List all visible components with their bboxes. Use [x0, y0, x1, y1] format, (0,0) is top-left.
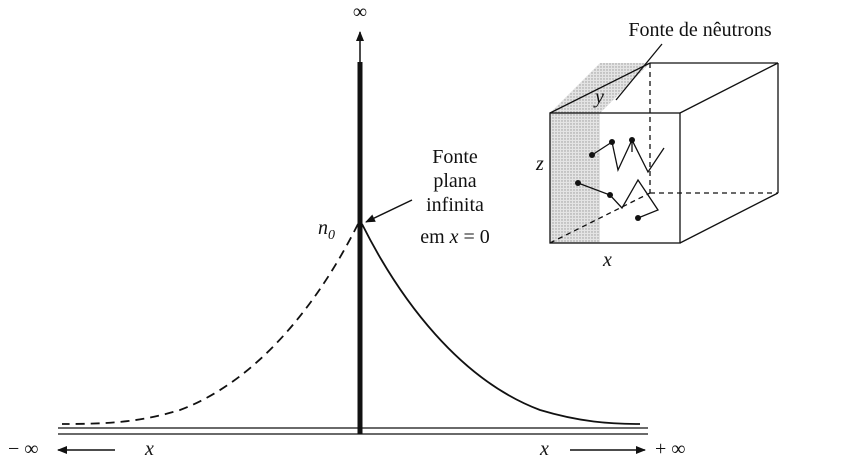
- inset-box: [549, 62, 779, 244]
- flux-curve: [361, 223, 641, 425]
- flux-curve-mirror: [61, 223, 359, 425]
- source-label: em x = 0: [420, 226, 490, 248]
- inset-leader: [615, 43, 663, 101]
- top-infinity: ∞: [353, 1, 367, 23]
- left-x: x: [144, 438, 154, 460]
- source-label: Fonte: [432, 146, 478, 168]
- source-label: plana: [433, 170, 476, 192]
- inset-y: y: [593, 86, 604, 108]
- right-infinity: + ∞: [655, 438, 686, 460]
- peak-label: n0: [318, 217, 335, 243]
- right-x: x: [539, 438, 549, 460]
- left-infinity: − ∞: [8, 438, 39, 460]
- inset-x: x: [602, 249, 612, 271]
- walk-dots: [575, 137, 641, 221]
- inset-z: z: [535, 153, 544, 175]
- source-arrow: [365, 199, 413, 223]
- inset-title: Fonte de nêutrons: [628, 19, 772, 41]
- source-label: infinita: [426, 194, 484, 216]
